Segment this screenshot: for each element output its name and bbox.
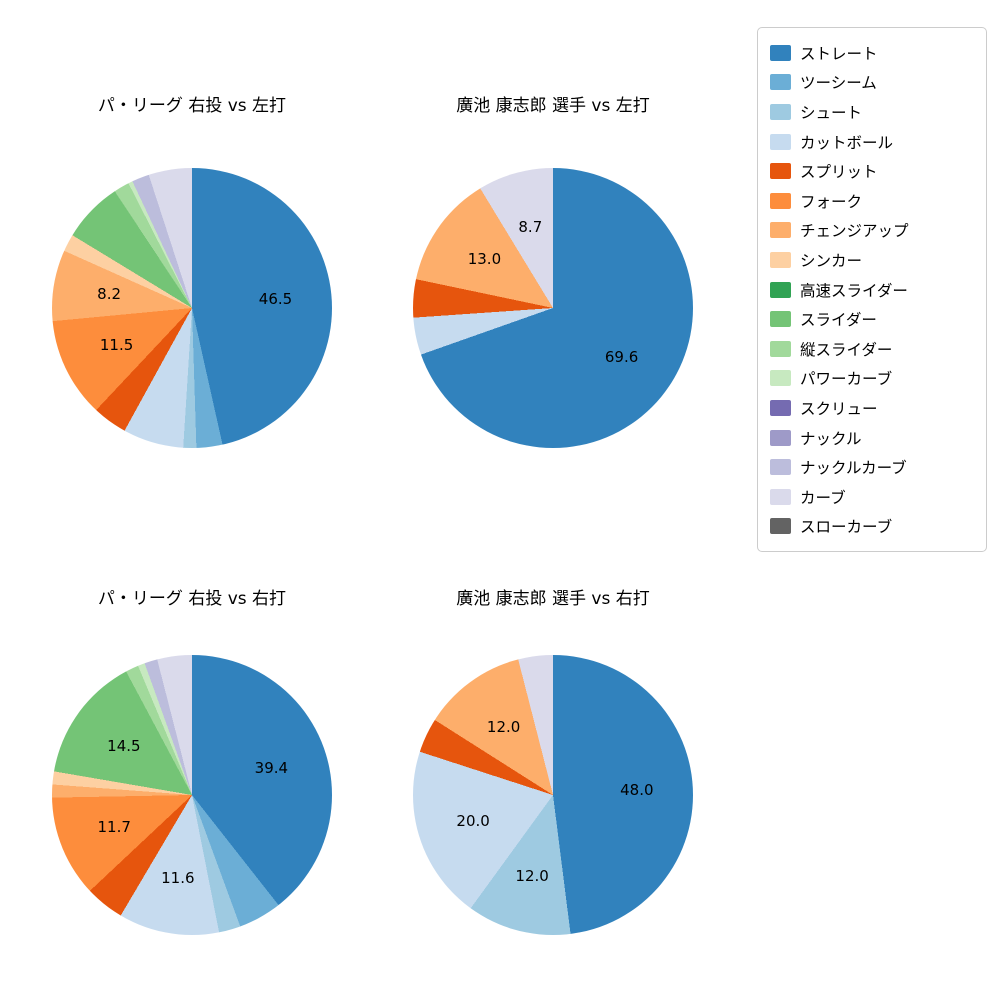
legend-item: スライダー: [770, 304, 974, 334]
legend-item: パワーカーブ: [770, 364, 974, 394]
legend-item-label: ストレート: [800, 44, 878, 63]
pie-percentage-label: 69.6: [604, 347, 639, 366]
legend-color-swatch: [770, 163, 791, 180]
legend-color-swatch: [770, 222, 791, 239]
legend-color-swatch: [770, 459, 791, 476]
legend-color-swatch: [770, 399, 791, 416]
legend-item: ナックルカーブ: [770, 452, 974, 482]
pie-chart-pa-league-vs-left: 46.5 11.5 8.2: [52, 168, 332, 448]
legend-color-swatch: [770, 340, 791, 357]
legend-item-label: チェンジアップ: [800, 222, 909, 241]
legend-item: ツーシーム: [770, 68, 974, 98]
pie-percentage-label: 14.5: [107, 736, 141, 755]
legend-item-label: スライダー: [800, 311, 877, 330]
legend-color-swatch: [770, 311, 791, 328]
pie-percentage-label: 12.0: [515, 867, 549, 886]
legend-item-label: シュート: [800, 103, 863, 122]
legend-item: シンカー: [770, 245, 974, 275]
legend-item: カーブ: [770, 482, 974, 512]
legend-item: スローカーブ: [770, 512, 974, 542]
legend-item: スクリュー: [770, 393, 974, 423]
chart-title-hiroike-vs-left: 廣池 康志郎 選手 vs 左打: [456, 96, 650, 116]
legend-item-label: パワーカーブ: [800, 370, 893, 389]
legend-item-label: カーブ: [800, 488, 846, 507]
pie-percentage-label: 48.0: [620, 780, 654, 799]
legend-item: スプリット: [770, 156, 974, 186]
pie-percentage-label: 11.6: [161, 868, 195, 887]
pie-percentage-label: 8.2: [97, 285, 122, 304]
legend-color-swatch: [770, 74, 791, 91]
legend-item: 高速スライダー: [770, 275, 974, 305]
legend-item-label: スプリット: [800, 163, 878, 182]
pie-percentage-label: 46.5: [258, 289, 293, 308]
legend-item-label: ナックルカーブ: [800, 459, 907, 478]
legend-color-swatch: [770, 251, 791, 268]
pie-percentage-label: 8.7: [518, 218, 543, 237]
pie-percentage-label: 11.5: [99, 335, 134, 354]
chart-title-pa-league-vs-right: パ・リーグ 右投 vs 右打: [97, 589, 287, 609]
legend-item-label: スクリュー: [800, 399, 878, 418]
pie-percentage-label: 11.7: [97, 817, 131, 836]
legend-color-swatch: [770, 133, 791, 150]
legend-color-swatch: [770, 281, 791, 298]
chart-title-hiroike-vs-right: 廣池 康志郎 選手 vs 右打: [456, 589, 650, 609]
legend-color-swatch: [770, 429, 791, 446]
legend-color-swatch: [770, 44, 791, 61]
legend-color-swatch: [770, 518, 791, 535]
pie-percentage-label: 12.0: [486, 718, 521, 737]
legend-item-label: 縦スライダー: [800, 340, 893, 359]
legend-item-label: カットボール: [800, 133, 894, 152]
legend-color-swatch: [770, 103, 791, 120]
legend-item: ナックル: [770, 423, 974, 453]
legend-item-label: シンカー: [800, 251, 863, 270]
pie-chart-hiroike-vs-right: 48.0 12.0 20.0 12.0: [413, 655, 693, 935]
legend-item-label: 高速スライダー: [800, 281, 908, 300]
legend-item-label: フォーク: [800, 192, 863, 211]
legend-item-label: ツーシーム: [800, 74, 877, 93]
legend-item-label: スローカーブ: [800, 518, 893, 537]
legend-item: カットボール: [770, 127, 974, 157]
legend-item: 縦スライダー: [770, 334, 974, 364]
legend-item: フォーク: [770, 186, 974, 216]
legend-color-swatch: [770, 488, 791, 505]
legend-item-label: ナックル: [800, 429, 862, 448]
pie-percentage-label: 20.0: [456, 811, 490, 830]
pie-percentage-label: 13.0: [467, 250, 502, 269]
legend-item: シュート: [770, 97, 974, 127]
pie-chart-hiroike-vs-left: 69.6 13.0 8.7: [413, 168, 693, 448]
legend-item: チェンジアップ: [770, 216, 974, 246]
pie-percentage-label: 39.4: [254, 758, 289, 777]
legend-color-swatch: [770, 192, 791, 209]
chart-title-pa-league-vs-left: パ・リーグ 右投 vs 左打: [97, 96, 287, 116]
legend-color-swatch: [770, 370, 791, 387]
legend: ストレートツーシームシュートカットボール スプリットフォークチェンジアップ シンカー…: [757, 27, 987, 553]
legend-item: ストレート: [770, 38, 974, 68]
pie-chart-pa-league-vs-right: 39.4 11.6 11.7 14.5: [52, 655, 332, 935]
